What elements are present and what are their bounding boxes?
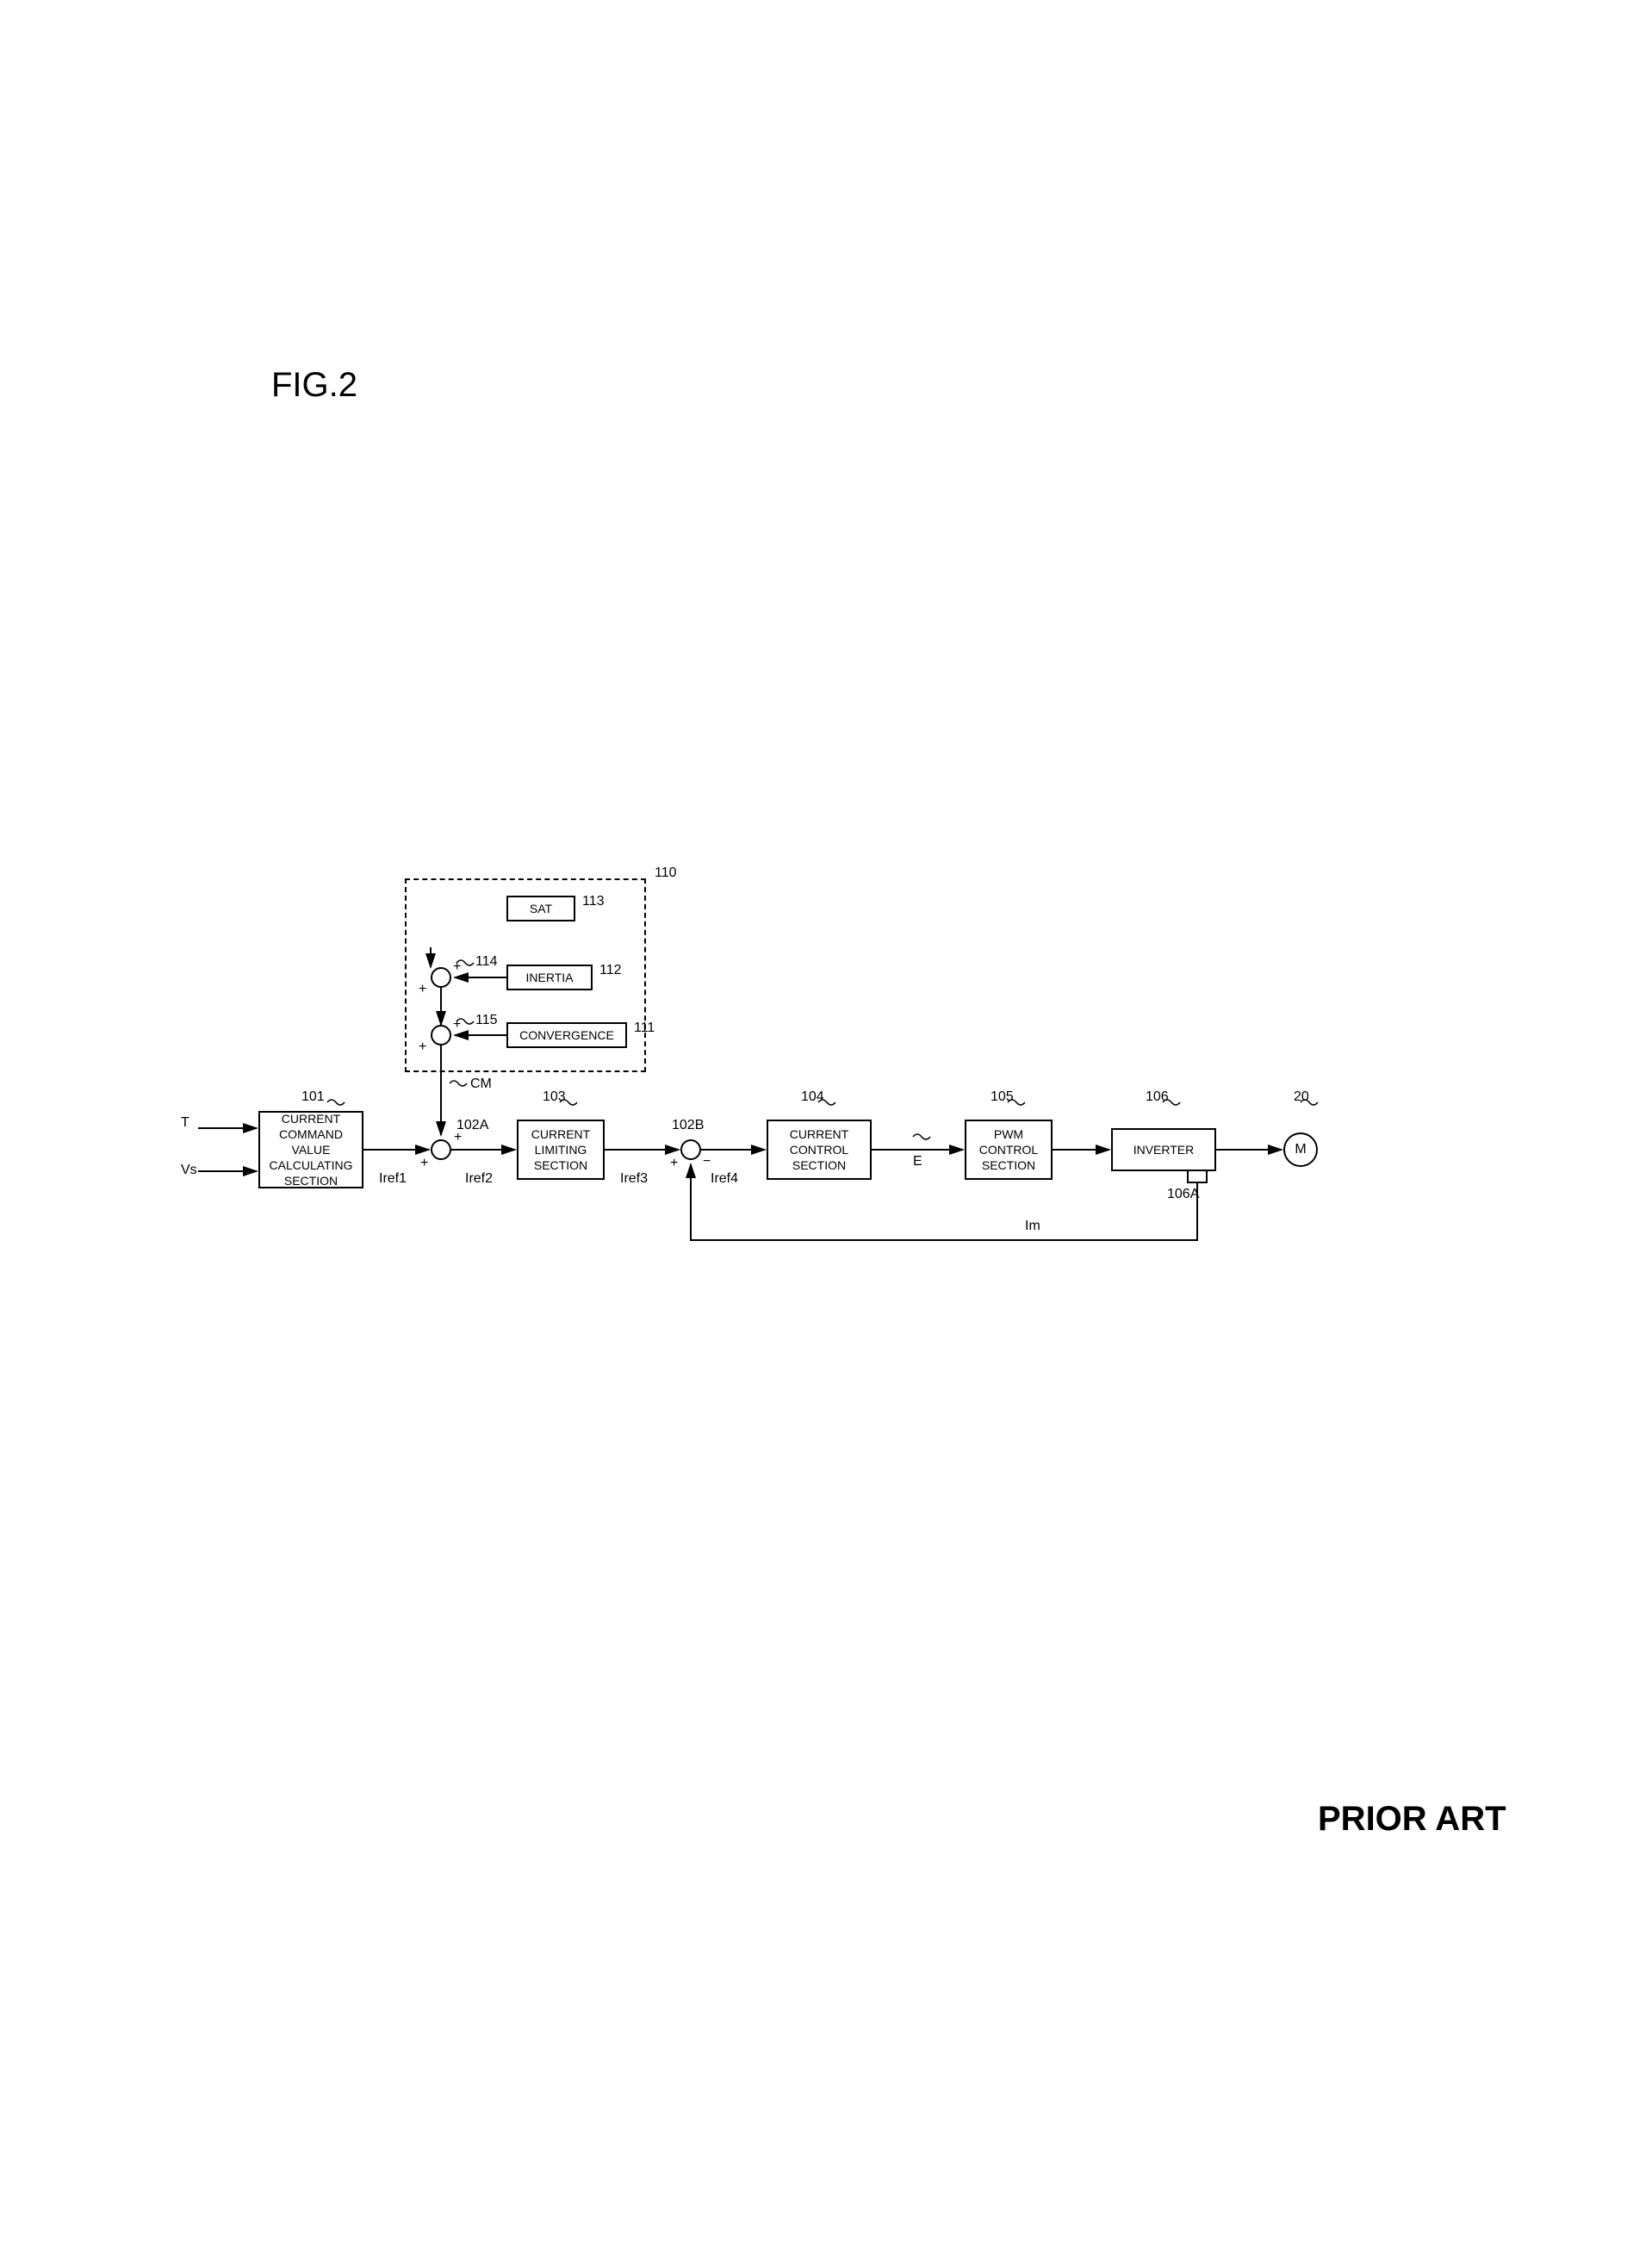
ref-102b: 102B bbox=[672, 1118, 704, 1133]
sign-114-left: + bbox=[419, 982, 426, 997]
block-diagram: 110 SAT 113 INERTIA 112 CONVERGENCE 111 … bbox=[198, 947, 1490, 1292]
ref-110: 110 bbox=[655, 866, 677, 881]
ref-115: 115 bbox=[475, 1013, 498, 1028]
signal-iref2: Iref2 bbox=[465, 1171, 493, 1187]
ref-106: 106 bbox=[1146, 1089, 1169, 1105]
motor: M bbox=[1283, 1132, 1318, 1167]
block-convergence: CONVERGENCE bbox=[506, 1022, 627, 1048]
summing-102a bbox=[431, 1139, 451, 1160]
block-105: PWM CONTROL SECTION bbox=[965, 1120, 1053, 1180]
ref-103: 103 bbox=[543, 1089, 566, 1105]
block-101: CURRENT COMMAND VALUE CALCULATING SECTIO… bbox=[258, 1111, 363, 1188]
block-inertia: INERTIA bbox=[506, 965, 593, 990]
sign-114-right: + bbox=[453, 959, 461, 975]
signal-e: E bbox=[913, 1154, 922, 1170]
block-104: CURRENT CONTROL SECTION bbox=[767, 1120, 872, 1180]
signal-iref3: Iref3 bbox=[620, 1171, 648, 1187]
block-103: CURRENT LIMITING SECTION bbox=[517, 1120, 605, 1180]
ref-113: 113 bbox=[582, 894, 605, 909]
sign-115-right: + bbox=[453, 1017, 461, 1033]
summing-102b bbox=[680, 1139, 701, 1160]
summing-114 bbox=[431, 967, 451, 988]
signal-t: T bbox=[181, 1115, 189, 1131]
ref-104: 104 bbox=[801, 1089, 824, 1105]
signal-iref1: Iref1 bbox=[379, 1171, 407, 1187]
ref-111: 111 bbox=[634, 1021, 655, 1036]
sign-102b-bottom: − bbox=[703, 1154, 711, 1170]
signal-iref4: Iref4 bbox=[711, 1171, 738, 1187]
ref-114: 114 bbox=[475, 954, 498, 970]
sign-102a-top: + bbox=[454, 1130, 462, 1145]
summing-115 bbox=[431, 1025, 451, 1045]
ref-105: 105 bbox=[991, 1089, 1014, 1105]
block-sat: SAT bbox=[506, 896, 575, 921]
ref-20: 20 bbox=[1294, 1089, 1309, 1105]
prior-art-label: PRIOR ART bbox=[1318, 1800, 1506, 1839]
block-106: INVERTER bbox=[1111, 1128, 1216, 1171]
sign-115-left: + bbox=[419, 1039, 426, 1055]
signal-cm: CM bbox=[470, 1076, 492, 1092]
figure-label: FIG.2 bbox=[271, 366, 357, 405]
sign-102a-left: + bbox=[420, 1156, 428, 1171]
signal-vs: Vs bbox=[181, 1163, 197, 1178]
block-106a-tap bbox=[1187, 1171, 1208, 1183]
sign-102b-left: + bbox=[670, 1156, 678, 1171]
ref-101: 101 bbox=[301, 1089, 325, 1105]
ref-106a: 106A bbox=[1167, 1187, 1199, 1202]
ref-112: 112 bbox=[599, 963, 622, 978]
signal-im: Im bbox=[1025, 1219, 1040, 1234]
